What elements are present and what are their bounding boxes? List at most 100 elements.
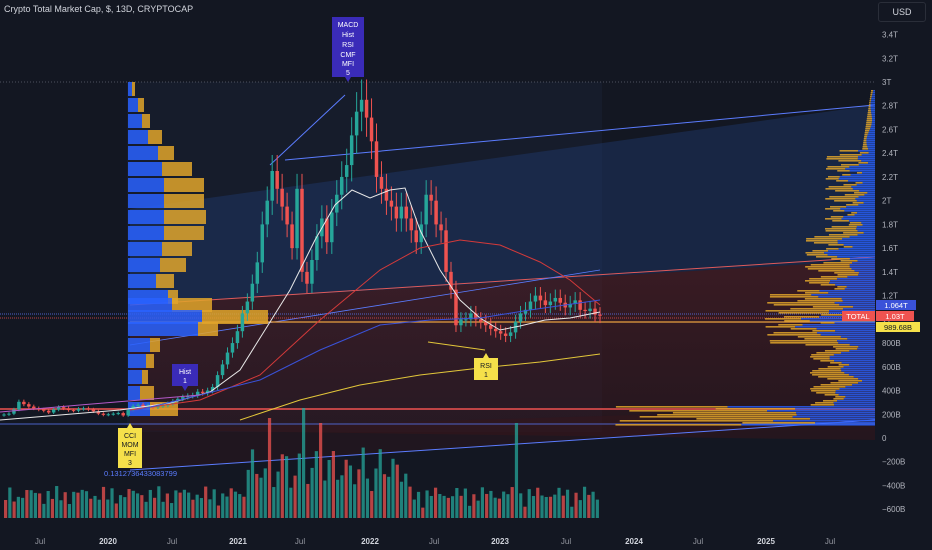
- vp-right-blue: [854, 270, 875, 272]
- candle-body: [325, 218, 329, 243]
- vp-right-yellow: [862, 148, 869, 150]
- volume-bar: [540, 495, 544, 518]
- candle-body: [41, 409, 46, 411]
- volume-bar: [557, 487, 561, 518]
- vp-right-blue: [870, 102, 875, 104]
- vp-right-yellow: [765, 310, 830, 312]
- vp-right-yellow: [820, 360, 835, 362]
- vp-right-blue: [827, 254, 875, 256]
- vp-right-blue: [838, 394, 875, 396]
- volume-bar: [191, 499, 195, 518]
- vp-right-yellow: [809, 278, 838, 280]
- vp-right-blue: [802, 324, 875, 326]
- vp-left-blue: [128, 370, 142, 384]
- vp-right-yellow: [839, 150, 859, 152]
- ma-blue: [129, 299, 601, 413]
- candle-body: [553, 297, 558, 302]
- time-axis[interactable]: [0, 522, 932, 550]
- volume-bar: [246, 469, 250, 518]
- vp-right-blue: [852, 384, 875, 386]
- vp-right-yellow: [843, 246, 853, 248]
- volume-bar: [182, 489, 186, 518]
- vp-right-blue: [828, 292, 875, 294]
- vp-right-yellow: [844, 194, 865, 196]
- vp-left-yellow: [164, 178, 204, 192]
- vp-right-blue: [871, 112, 875, 114]
- vp-right-blue: [841, 362, 875, 364]
- candle-body: [424, 194, 428, 225]
- vp-right-blue: [866, 140, 875, 142]
- vp-right-blue: [857, 230, 875, 232]
- vp-right-yellow: [858, 162, 869, 164]
- vp-right-blue: [858, 346, 875, 348]
- y-tick-label: 2.2T: [882, 173, 898, 182]
- vp-right-blue: [843, 244, 875, 246]
- vp-right-yellow: [865, 126, 871, 128]
- vp-right-yellow: [837, 274, 859, 276]
- candle-body: [374, 141, 379, 177]
- vp-right-yellow: [769, 340, 838, 342]
- candle-body: [330, 212, 334, 243]
- volume-bar: [216, 505, 221, 518]
- signal-top-line-1: MACD: [338, 22, 359, 29]
- vp-right-blue: [835, 284, 875, 286]
- candle-body: [285, 206, 289, 225]
- vp-right-yellow: [818, 376, 854, 378]
- volume-bar: [25, 490, 29, 518]
- volume-bar: [514, 423, 519, 518]
- volume-bar: [591, 491, 595, 518]
- vp-right-yellow: [837, 286, 847, 288]
- vp-right-blue: [840, 336, 875, 338]
- volume-bar: [365, 478, 370, 518]
- price-axis[interactable]: [875, 22, 932, 522]
- vp-right-yellow: [797, 336, 841, 338]
- signal-top-line-6: 5: [346, 70, 350, 77]
- volume-bar: [293, 475, 297, 518]
- vp-right-blue: [861, 160, 875, 162]
- vp-right-yellow: [812, 370, 842, 372]
- volume-bar: [425, 490, 429, 518]
- vp-right-yellow: [615, 424, 742, 426]
- vp-right-blue: [837, 278, 875, 280]
- vp-right-yellow: [840, 260, 858, 262]
- candle-body: [508, 332, 513, 336]
- currency-selector-button[interactable]: USD: [878, 2, 926, 22]
- volume-bar: [229, 488, 233, 518]
- vp-right-yellow: [865, 124, 872, 126]
- candle-body: [66, 408, 71, 411]
- volume-bar: [336, 479, 340, 518]
- vp-right-blue: [857, 212, 875, 214]
- vp-right-blue: [871, 96, 875, 98]
- vp-right-blue: [824, 252, 875, 254]
- channel-mid-line: [129, 256, 876, 306]
- candle-body: [195, 391, 200, 396]
- volume-bar: [416, 491, 421, 518]
- vp-right-blue: [858, 274, 875, 276]
- vp-right-yellow: [696, 418, 811, 420]
- vp-right-blue: [867, 146, 875, 148]
- vp-right-blue: [849, 264, 875, 266]
- vp-right-yellow: [870, 92, 873, 94]
- candle-body: [255, 262, 260, 284]
- vp-right-yellow: [865, 130, 870, 132]
- candle-body: [344, 165, 349, 177]
- vp-right-blue: [866, 144, 875, 146]
- vp-right-yellow: [871, 90, 874, 92]
- vp-right-yellow: [816, 352, 842, 354]
- vp-right-yellow: [619, 420, 774, 422]
- y-tick-label: 2T: [882, 197, 891, 206]
- vp-right-yellow: [807, 268, 852, 270]
- candle-body: [81, 408, 86, 410]
- total-value-text: 1.03T: [885, 312, 905, 321]
- volume-bar: [553, 494, 557, 518]
- volume-bar: [208, 499, 212, 518]
- vp-right-blue: [829, 282, 875, 284]
- volume-bar: [59, 500, 63, 518]
- candle-body: [503, 333, 508, 336]
- vp-right-yellow: [828, 244, 844, 246]
- volume-bar: [510, 487, 514, 518]
- vp-right-blue: [862, 172, 875, 174]
- price-tag-level: 989.68B: [876, 322, 920, 332]
- vp-right-yellow: [825, 228, 857, 230]
